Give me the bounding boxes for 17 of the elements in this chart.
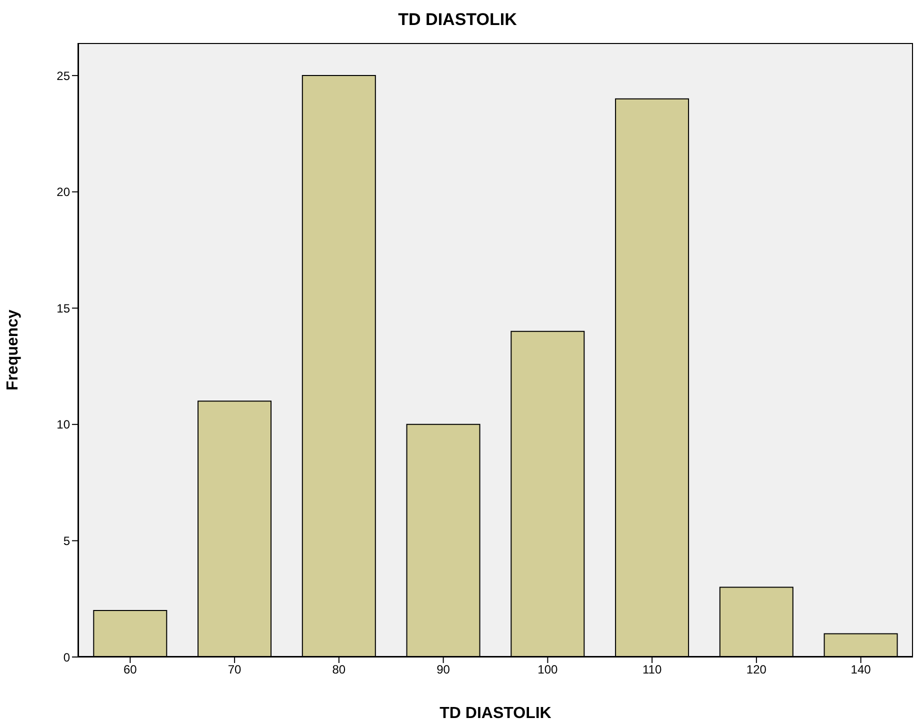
y-tick-label: 15 <box>56 301 70 316</box>
x-tick-label: 100 <box>538 662 558 677</box>
x-tick-label: 60 <box>124 662 138 677</box>
x-axis-title: TD DIASTOLIK <box>440 705 552 722</box>
x-tick-label: 110 <box>642 662 662 677</box>
y-tick-label: 20 <box>56 185 70 200</box>
x-tick-label: 70 <box>228 662 242 677</box>
y-tick-label: 10 <box>56 418 70 432</box>
x-tick-label: 120 <box>746 662 767 677</box>
chart-title: TD DIASTOLIK <box>397 10 518 30</box>
y-axis-title: Frequency <box>4 309 22 390</box>
x-tick-label: 90 <box>436 662 450 677</box>
y-tick-label: 25 <box>56 68 70 83</box>
y-tick-label: 5 <box>63 534 70 548</box>
y-tick-label: 0 <box>63 650 70 664</box>
x-tick-label: 80 <box>332 662 346 677</box>
x-tick-label: 140 <box>850 662 872 677</box>
